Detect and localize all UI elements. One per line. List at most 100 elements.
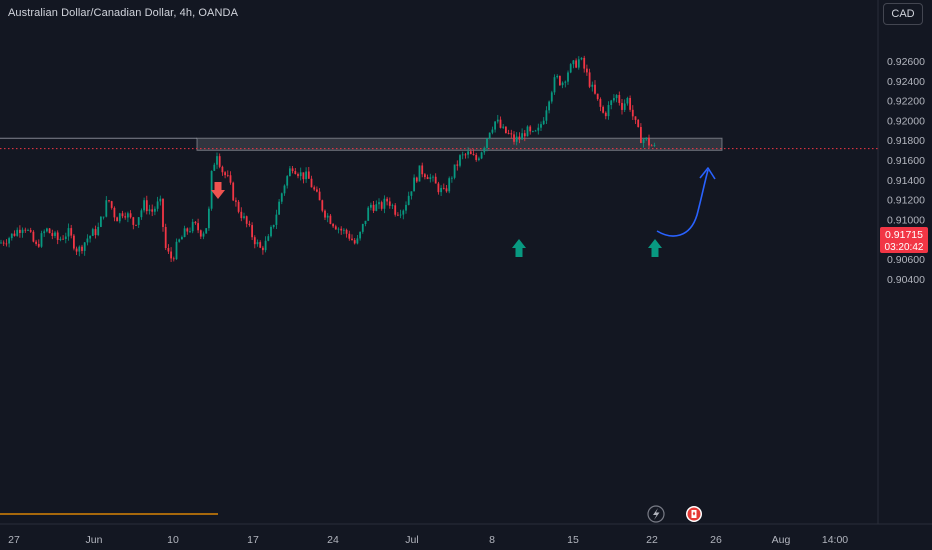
candle-body: [386, 198, 388, 202]
lightning-icon[interactable]: [647, 505, 665, 523]
candle-body: [542, 120, 545, 125]
candle-body: [143, 200, 145, 211]
y-tick-label: 0.92000: [887, 115, 925, 127]
candle-body: [459, 155, 461, 166]
projection-curve[interactable]: [656, 169, 709, 237]
x-tick-label: 24: [327, 534, 339, 546]
candle-body: [145, 200, 148, 212]
candle-body: [64, 236, 67, 240]
candle-body: [259, 242, 262, 248]
candle-body: [189, 231, 191, 233]
candle-body: [634, 116, 637, 120]
candle-body: [251, 225, 253, 238]
x-tick-label: Jul: [405, 534, 418, 546]
y-tick-label: 0.90400: [887, 274, 925, 286]
candle-body: [469, 151, 472, 155]
candle-body: [270, 226, 272, 237]
candle-body: [526, 126, 529, 137]
candle-body: [488, 132, 491, 139]
candle-body: [394, 205, 397, 215]
candle-body: [175, 241, 178, 260]
candle-body: [13, 233, 16, 236]
candle-body: [8, 238, 10, 244]
candle-body: [272, 224, 275, 227]
candle-body: [21, 229, 24, 233]
candle-body: [199, 230, 202, 237]
candle-body: [496, 119, 499, 122]
candle-body: [337, 228, 340, 230]
y-tick-label: 0.90600: [887, 254, 925, 266]
candle-body: [572, 60, 575, 65]
candle-body: [221, 166, 224, 173]
buy-arrow-icon[interactable]: [648, 239, 662, 257]
candle-body: [78, 246, 81, 252]
candle-body: [591, 84, 594, 87]
candle-body: [59, 238, 62, 240]
candle-body: [353, 240, 356, 244]
candle-body: [545, 110, 548, 121]
candle-body: [256, 242, 259, 245]
candle-body: [232, 182, 235, 201]
candle-body: [108, 200, 110, 202]
candle-body: [218, 156, 221, 167]
x-tick-label: 26: [710, 534, 722, 546]
candle-body: [67, 228, 70, 237]
candle-body: [291, 168, 294, 172]
currency-button[interactable]: CAD: [883, 3, 923, 25]
candle-body: [534, 130, 537, 132]
candle-body: [588, 72, 591, 87]
candle-body: [151, 209, 154, 212]
buy-arrow-icon[interactable]: [512, 239, 526, 257]
time-axis[interactable]: 27 Jun 10 17 24 Jul 8 15 22 26 Aug 14:00: [8, 534, 848, 546]
x-tick-label: 22: [646, 534, 658, 546]
candle-body: [280, 193, 283, 202]
candle-body: [380, 202, 383, 209]
candle-body: [453, 164, 456, 178]
candle-body: [640, 127, 642, 143]
sell-arrow-icon[interactable]: [211, 182, 225, 199]
candle-body: [451, 177, 453, 179]
candle-body: [402, 210, 405, 215]
candle-body: [397, 214, 399, 216]
candle-body: [494, 121, 496, 130]
candle-body: [10, 233, 13, 239]
candle-body: [383, 198, 386, 209]
candle-body: [294, 171, 297, 175]
candle-body: [307, 171, 310, 179]
x-tick-label: 15: [567, 534, 579, 546]
candle-body: [424, 174, 426, 178]
candle-body: [548, 101, 550, 111]
candle-body: [575, 60, 577, 68]
candle-body: [356, 238, 359, 244]
candle-body: [202, 233, 205, 237]
candle-body: [650, 145, 653, 147]
candle-body: [43, 231, 46, 234]
candle-body: [580, 57, 583, 60]
candle-body: [378, 202, 380, 205]
candle-body: [137, 217, 140, 225]
x-tick-label: 17: [247, 534, 259, 546]
last-price-value: 0.91715: [885, 229, 923, 241]
candle-body: [507, 133, 510, 134]
support-zone-rect[interactable]: [196, 137, 723, 151]
candle-body: [413, 177, 415, 192]
candle-body: [205, 228, 208, 234]
candle-body: [567, 72, 569, 82]
candle-body: [648, 137, 650, 146]
candle-body: [623, 103, 626, 110]
candle-body: [75, 248, 78, 252]
candle-body: [226, 175, 229, 176]
candle-body: [631, 109, 634, 117]
candle-body: [429, 177, 432, 180]
flag-icon[interactable]: [686, 506, 702, 522]
candle-body: [348, 233, 351, 239]
candle-body: [299, 172, 302, 177]
candle-body: [388, 201, 391, 206]
candle-body: [613, 98, 615, 101]
candle-body: [27, 230, 29, 231]
candle-body: [253, 237, 256, 245]
candle-body: [140, 210, 143, 218]
candle-body: [475, 155, 478, 160]
candle-body: [537, 127, 540, 131]
